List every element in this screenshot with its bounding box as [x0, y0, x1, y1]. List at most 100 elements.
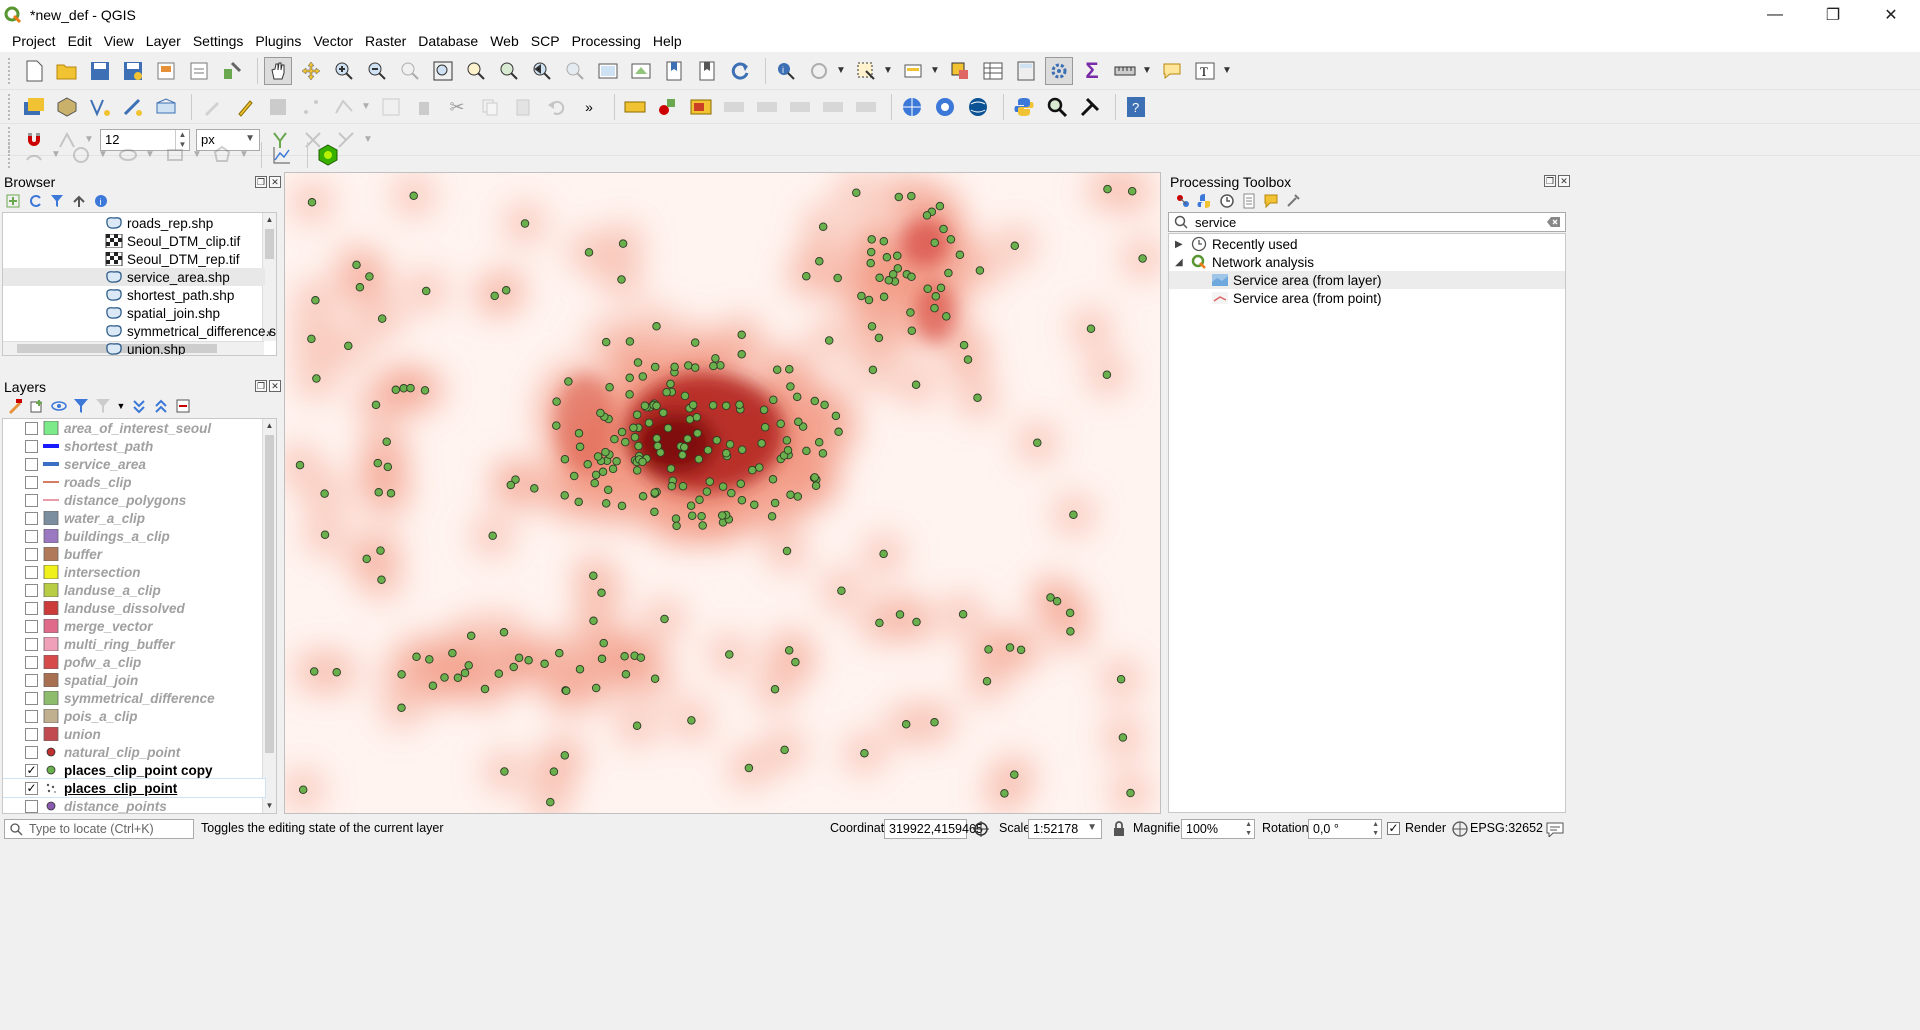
layer-row[interactable]: shortest_path [3, 437, 265, 455]
map-point[interactable] [717, 511, 727, 520]
layer-row[interactable]: ✓ places_clip_point [3, 778, 266, 798]
layer-row[interactable]: roads_clip [3, 473, 265, 491]
statistical-summary-icon[interactable]: Σ [1085, 57, 1099, 83]
map-point[interactable] [744, 763, 754, 773]
map-point[interactable] [574, 497, 583, 507]
map-point[interactable] [632, 466, 642, 475]
map-point[interactable] [802, 271, 811, 281]
map-point[interactable] [506, 480, 516, 490]
map-point[interactable] [617, 501, 627, 511]
history-icon[interactable] [1218, 192, 1236, 210]
map-point[interactable] [1126, 788, 1135, 798]
map-canvas[interactable] [284, 172, 1161, 814]
map-point[interactable] [320, 489, 329, 498]
map-point[interactable] [589, 571, 598, 580]
map-point[interactable] [802, 446, 811, 456]
layer-row[interactable]: symmetrical_difference [3, 689, 265, 707]
map-point[interactable] [453, 673, 463, 683]
map-point[interactable] [912, 617, 921, 627]
layer-row[interactable]: area_of_interest_seoul [3, 419, 265, 437]
browser-item[interactable]: service_area.shp [3, 268, 265, 286]
map-point[interactable] [1102, 370, 1112, 379]
map-point[interactable] [907, 326, 917, 335]
zoom-in-icon[interactable] [330, 57, 358, 85]
map-point[interactable] [501, 286, 511, 295]
map-point[interactable] [831, 411, 841, 421]
map-point[interactable] [693, 429, 702, 438]
toolbox-search-input[interactable]: service [1168, 212, 1566, 232]
toggle-extents-icon[interactable] [972, 820, 990, 838]
map-point[interactable] [782, 436, 792, 445]
layer-visibility-checkbox[interactable] [25, 475, 38, 489]
map-point[interactable] [895, 610, 905, 619]
label-tool-icon[interactable] [621, 93, 649, 121]
layer-visibility-checkbox[interactable] [25, 799, 38, 813]
maximize-button[interactable]: ❐ [1825, 7, 1841, 24]
toolbox-algorithm[interactable]: Service area (from layer) [1169, 271, 1565, 289]
map-point[interactable] [650, 362, 660, 372]
map-point[interactable] [610, 434, 619, 444]
map-point[interactable] [425, 655, 434, 664]
map-point[interactable] [944, 268, 953, 278]
identify-features-icon[interactable]: i [772, 57, 800, 85]
new-virtual-layer-icon[interactable] [152, 93, 180, 121]
toggle-editing-icon[interactable] [231, 93, 259, 121]
map-point[interactable] [650, 674, 660, 683]
map-point[interactable] [490, 291, 499, 301]
toolbar-handle[interactable] [8, 93, 14, 120]
layer-visibility-checkbox[interactable] [25, 529, 38, 543]
map-point[interactable] [697, 511, 706, 521]
map-point[interactable] [866, 247, 876, 257]
map-point[interactable] [666, 464, 676, 473]
map-point[interactable] [695, 495, 704, 505]
map-point[interactable] [815, 257, 824, 266]
map-point[interactable] [1066, 627, 1075, 636]
chevron-down-icon[interactable]: ▼ [84, 133, 94, 145]
map-point[interactable] [931, 292, 941, 301]
show-bookmarks-icon[interactable] [693, 57, 721, 85]
map-point[interactable] [875, 618, 884, 628]
pan-map-icon[interactable] [264, 56, 292, 85]
map-point[interactable] [540, 659, 549, 669]
map-point[interactable] [552, 397, 561, 406]
close-panel-button[interactable]: ✕ [269, 380, 281, 392]
layer-visibility-checkbox[interactable] [25, 745, 38, 759]
map-point[interactable] [621, 437, 630, 447]
map-point[interactable] [866, 258, 875, 268]
layer-row[interactable]: pofw_a_clip [3, 653, 265, 671]
map-point[interactable] [857, 291, 866, 301]
map-point[interactable] [480, 684, 490, 694]
layer-visibility-checkbox[interactable] [25, 439, 38, 453]
map-point[interactable] [687, 716, 696, 725]
layer-row[interactable]: water_a_clip [3, 509, 265, 527]
map-point[interactable] [791, 657, 800, 667]
map-point[interactable] [659, 408, 668, 418]
chevron-down-icon[interactable]: ▼ [51, 149, 61, 160]
map-point[interactable] [625, 390, 634, 399]
map-point[interactable] [1127, 186, 1137, 196]
menu-processing[interactable]: Processing [571, 33, 641, 49]
map-point[interactable] [511, 475, 520, 484]
menu-raster[interactable]: Raster [365, 33, 407, 49]
undo-icon[interactable] [542, 93, 570, 121]
layer-row[interactable]: distance_points [3, 797, 265, 813]
map-point[interactable] [824, 336, 834, 345]
map-point[interactable] [590, 478, 599, 488]
map-point[interactable] [546, 797, 555, 807]
map-point[interactable] [1046, 593, 1055, 602]
toolbar-handle[interactable] [8, 142, 14, 168]
map-point[interactable] [882, 253, 892, 262]
chevron-down-icon[interactable]: ▼ [116, 401, 126, 411]
map-point[interactable] [598, 467, 608, 477]
map-point[interactable] [362, 554, 371, 564]
map-point[interactable] [593, 452, 603, 461]
scroll-thumb[interactable] [265, 435, 274, 753]
qgis-search-icon[interactable] [1043, 93, 1071, 121]
layer-row[interactable]: buffer [3, 545, 265, 563]
measure-line-icon[interactable] [1111, 57, 1139, 85]
browser-item[interactable]: union.shp [105, 340, 186, 355]
map-point[interactable] [936, 283, 946, 293]
map-point[interactable] [1005, 643, 1015, 652]
map-point[interactable] [727, 488, 736, 498]
map-point[interactable] [640, 401, 650, 411]
